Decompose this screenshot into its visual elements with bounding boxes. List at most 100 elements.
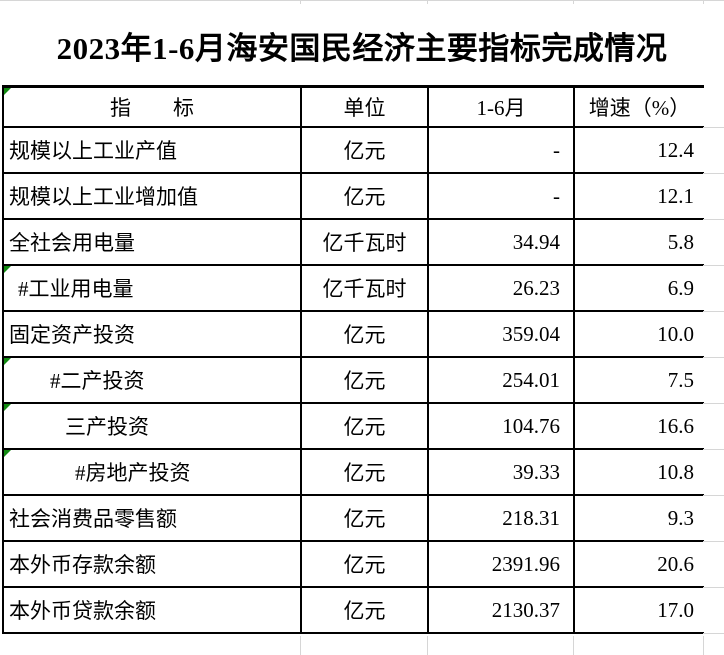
indicator-label: 本外币存款余额 [9, 553, 156, 577]
growth-cell[interactable]: 17.0 [574, 587, 704, 634]
value-label: 34.94 [512, 229, 560, 254]
unit-label: 亿元 [343, 369, 386, 393]
growth-cell[interactable]: 10.0 [574, 311, 704, 358]
unit-cell[interactable]: 亿元 [301, 403, 429, 450]
indicator-cell[interactable]: #二产投资 [2, 357, 302, 404]
gridline-stub-right [703, 357, 724, 358]
gridline-stub-right [703, 541, 724, 542]
indicator-label: 固定资产投资 [9, 323, 135, 347]
value-cell[interactable]: 254.01 [428, 357, 575, 404]
header-growth-label: 增速（%） [588, 96, 691, 120]
header-cell-period[interactable]: 1-6月 [428, 85, 575, 128]
unit-cell[interactable]: 亿元 [301, 127, 429, 174]
unit-label: 亿元 [343, 599, 386, 623]
value-cell[interactable]: - [428, 127, 575, 174]
header-period-label: 1-6月 [476, 96, 526, 120]
value-cell[interactable]: 2130.37 [428, 587, 575, 634]
growth-label: 10.0 [657, 321, 694, 346]
value-label: 254.01 [502, 367, 560, 392]
header-cell-growth[interactable]: 增速（%） [574, 85, 704, 128]
indicators-table: 指 标 单位 1-6月 增速（%） 规模以上工业产值 亿元 [2, 85, 704, 634]
indicator-cell[interactable]: 本外币存款余额 [2, 541, 302, 588]
header-cell-indicator[interactable]: 指 标 [2, 85, 302, 128]
value-cell[interactable]: 2391.96 [428, 541, 575, 588]
growth-cell[interactable]: 9.3 [574, 495, 704, 542]
unit-cell[interactable]: 亿千瓦时 [301, 219, 429, 266]
gridline-stub-right [703, 403, 724, 404]
growth-cell[interactable]: 12.4 [574, 127, 704, 174]
table-row: 固定资产投资 亿元 359.04 10.0 [2, 311, 704, 358]
unit-label: 亿元 [343, 185, 386, 209]
growth-label: 10.8 [657, 459, 694, 484]
indicator-cell[interactable]: 规模以上工业增加值 [2, 173, 302, 220]
growth-label: 16.6 [657, 413, 694, 438]
gridline-stub-right [703, 449, 724, 450]
gridline-stub-right [703, 127, 724, 128]
gridline-stub-top [300, 0, 301, 4]
gridline-stub-right [703, 311, 724, 312]
unit-cell[interactable]: 亿元 [301, 173, 429, 220]
growth-cell[interactable]: 20.6 [574, 541, 704, 588]
value-cell[interactable]: 359.04 [428, 311, 575, 358]
growth-cell[interactable]: 16.6 [574, 403, 704, 450]
indicator-cell[interactable]: 规模以上工业产值 [2, 127, 302, 174]
header-cell-unit[interactable]: 单位 [301, 85, 429, 128]
gridline-stub-bottom [300, 636, 301, 655]
value-cell[interactable]: 218.31 [428, 495, 575, 542]
indicator-label: 三产投资 [65, 415, 149, 439]
gridline-stub-right [703, 173, 724, 174]
value-cell[interactable]: 39.33 [428, 449, 575, 496]
unit-cell[interactable]: 亿元 [301, 587, 429, 634]
gridline-stub-right [703, 219, 724, 220]
table-row: 三产投资 亿元 104.76 16.6 [2, 403, 704, 450]
indicator-cell[interactable]: 全社会用电量 [2, 219, 302, 266]
gridline-stub-right [703, 587, 724, 588]
indicator-label: 全社会用电量 [9, 231, 135, 255]
table-row: #房地产投资 亿元 39.33 10.8 [2, 449, 704, 496]
table-row: 全社会用电量 亿千瓦时 34.94 5.8 [2, 219, 704, 266]
value-cell[interactable]: 26.23 [428, 265, 575, 312]
indicator-cell[interactable]: 本外币贷款余额 [2, 587, 302, 634]
growth-cell[interactable]: 12.1 [574, 173, 704, 220]
indicator-label: 社会消费品零售额 [9, 507, 177, 531]
indicator-label: 规模以上工业产值 [9, 139, 177, 163]
value-cell[interactable]: 104.76 [428, 403, 575, 450]
indicator-cell[interactable]: 社会消费品零售额 [2, 495, 302, 542]
table-row: 本外币贷款余额 亿元 2130.37 17.0 [2, 587, 704, 634]
growth-cell[interactable]: 6.9 [574, 265, 704, 312]
value-label: - [553, 183, 560, 208]
growth-label: 17.0 [657, 597, 694, 622]
value-label: 39.33 [512, 459, 560, 484]
indicator-cell[interactable]: #房地产投资 [2, 449, 302, 496]
header-unit-label: 单位 [343, 96, 386, 120]
table-row: 规模以上工业产值 亿元 - 12.4 [2, 127, 704, 174]
unit-cell[interactable]: 亿元 [301, 541, 429, 588]
unit-label: 亿元 [343, 139, 386, 163]
unit-cell[interactable]: 亿元 [301, 449, 429, 496]
growth-cell[interactable]: 10.8 [574, 449, 704, 496]
growth-label: 6.9 [667, 275, 694, 300]
unit-cell[interactable]: 亿元 [301, 311, 429, 358]
value-label: - [553, 137, 560, 162]
unit-cell[interactable]: 亿元 [301, 357, 429, 404]
value-label: 2130.37 [491, 597, 560, 622]
error-flag-icon [5, 404, 11, 411]
gridline-stub-right [703, 265, 724, 266]
indicator-label: #二产投资 [50, 369, 145, 393]
growth-cell[interactable]: 7.5 [574, 357, 704, 404]
indicator-cell[interactable]: 固定资产投资 [2, 311, 302, 358]
table-row: #工业用电量 亿千瓦时 26.23 6.9 [2, 265, 704, 312]
value-cell[interactable]: - [428, 173, 575, 220]
unit-cell[interactable]: 亿元 [301, 495, 429, 542]
indicator-cell[interactable]: 三产投资 [2, 403, 302, 450]
unit-cell[interactable]: 亿千瓦时 [301, 265, 429, 312]
value-cell[interactable]: 34.94 [428, 219, 575, 266]
value-label: 26.23 [512, 275, 560, 300]
error-flag-icon [5, 266, 11, 273]
error-flag-icon [5, 358, 11, 365]
growth-label: 7.5 [667, 367, 694, 392]
growth-cell[interactable]: 5.8 [574, 219, 704, 266]
indicator-label: 规模以上工业增加值 [9, 185, 198, 209]
page-title[interactable]: 2023年1-6月海安国民经济主要指标完成情况 [56, 31, 668, 66]
indicator-cell[interactable]: #工业用电量 [2, 265, 302, 312]
